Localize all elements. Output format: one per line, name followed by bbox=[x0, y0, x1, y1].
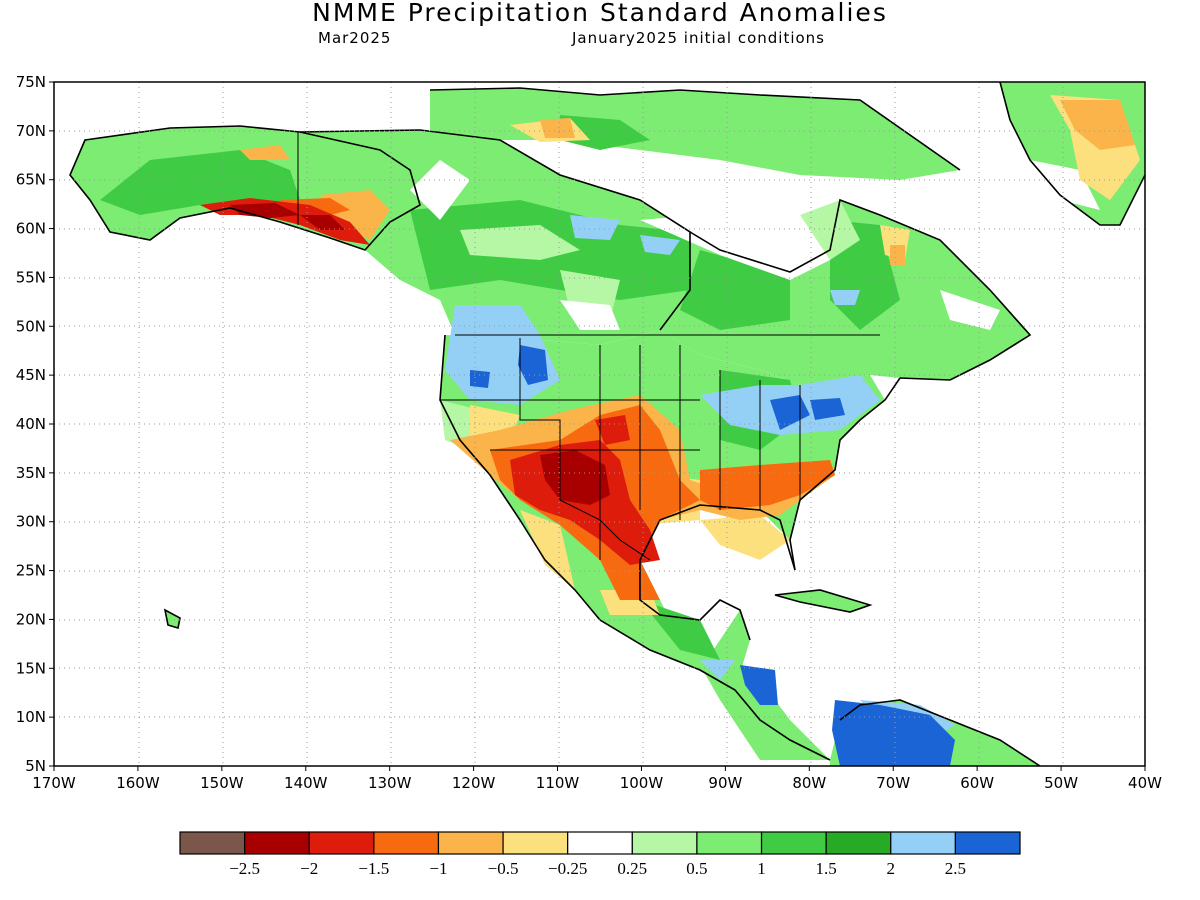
lon-label: 100W bbox=[620, 774, 664, 792]
colorbar-swatch bbox=[244, 831, 310, 855]
colorbar-swatch bbox=[696, 831, 763, 855]
colorbar-label: −2.5 bbox=[229, 859, 260, 878]
land-central-america bbox=[700, 660, 830, 760]
initial-conditions: January2025 initial conditions bbox=[572, 29, 825, 47]
lat-label: 20N bbox=[16, 610, 46, 628]
lon-label: 90W bbox=[708, 774, 742, 792]
colorbar-label: 1 bbox=[757, 859, 766, 878]
colorbar-swatch bbox=[373, 831, 440, 855]
lat-label: 5N bbox=[25, 757, 46, 775]
colorbar-label: −2 bbox=[300, 859, 318, 878]
lon-label: 160W bbox=[116, 774, 160, 792]
lon-label: 50W bbox=[1044, 774, 1078, 792]
lat-label: 10N bbox=[16, 708, 46, 726]
lat-label: 55N bbox=[16, 268, 46, 286]
lat-label: 15N bbox=[16, 659, 46, 677]
lon-label: 60W bbox=[960, 774, 994, 792]
colorbar-swatch bbox=[760, 831, 827, 855]
longitude-axis: 170W 160W 150W 140W 130W 120W 110W 100W 90W 80W 70… bbox=[32, 766, 1162, 792]
coastlines bbox=[69, 82, 1145, 766]
latitude-axis: 75N 70N 65N 60N 55N 50N 45N 40N 35N 30N 25N 20N 15N 1… bbox=[16, 73, 54, 775]
colorbar-swatch bbox=[567, 831, 633, 855]
colorbar-swatch bbox=[179, 831, 246, 855]
lon-label: 80W bbox=[792, 774, 826, 792]
lon-label: 110W bbox=[536, 774, 580, 792]
colorbar-label: 0.25 bbox=[617, 859, 647, 878]
political-borders bbox=[297, 132, 880, 561]
colorbar-label: 0.5 bbox=[686, 859, 707, 878]
colorbar-swatch bbox=[502, 831, 569, 855]
lon-label: 150W bbox=[200, 774, 244, 792]
colorbar-swatch bbox=[954, 831, 1021, 855]
dry-extreme bbox=[230, 203, 610, 505]
lat-label: 65N bbox=[16, 171, 46, 189]
lat-label: 40N bbox=[16, 415, 46, 433]
colorbar-label: 2.5 bbox=[945, 859, 966, 878]
land-arctic-islands bbox=[430, 88, 960, 180]
land-hawaii bbox=[165, 610, 180, 628]
lon-label: 40W bbox=[1128, 774, 1162, 792]
lat-label: 45N bbox=[16, 366, 46, 384]
colorbar-legend: −2.5 −2 −1.5 −1 −0.5 −0.25 0.25 0.5 1 1.5 2 2.5 bbox=[179, 831, 1021, 878]
lon-label: 170W bbox=[32, 774, 76, 792]
colorbar-swatch bbox=[825, 831, 892, 855]
forecast-month: Mar2025 bbox=[318, 29, 392, 47]
lat-label: 35N bbox=[16, 464, 46, 482]
lat-label: 70N bbox=[16, 122, 46, 140]
map-title: NMME Precipitation Standard Anomalies bbox=[312, 0, 888, 27]
colorbar-swatch bbox=[631, 831, 698, 855]
lon-label: 130W bbox=[368, 774, 412, 792]
colorbar-swatch bbox=[890, 831, 956, 855]
colorbar-label: −0.25 bbox=[548, 859, 587, 878]
grid-lines bbox=[54, 82, 1145, 766]
lat-label: 75N bbox=[16, 73, 46, 91]
colorbar-swatch bbox=[437, 831, 504, 855]
colorbar-swatch bbox=[308, 831, 375, 855]
colorbar-label: −1 bbox=[429, 859, 447, 878]
land-cuba bbox=[775, 590, 870, 612]
lat-label: 60N bbox=[16, 220, 46, 238]
lon-label: 120W bbox=[452, 774, 496, 792]
colorbar-label: 2 bbox=[887, 859, 896, 878]
colorbar-label: −1.5 bbox=[358, 859, 389, 878]
lon-label: 70W bbox=[876, 774, 910, 792]
map-field bbox=[54, 82, 1145, 766]
lat-label: 50N bbox=[16, 317, 46, 335]
colorbar-label: 1.5 bbox=[816, 859, 837, 878]
lon-label: 140W bbox=[284, 774, 328, 792]
colorbar-label: −0.5 bbox=[488, 859, 519, 878]
lat-label: 30N bbox=[16, 513, 46, 531]
lat-label: 25N bbox=[16, 562, 46, 580]
